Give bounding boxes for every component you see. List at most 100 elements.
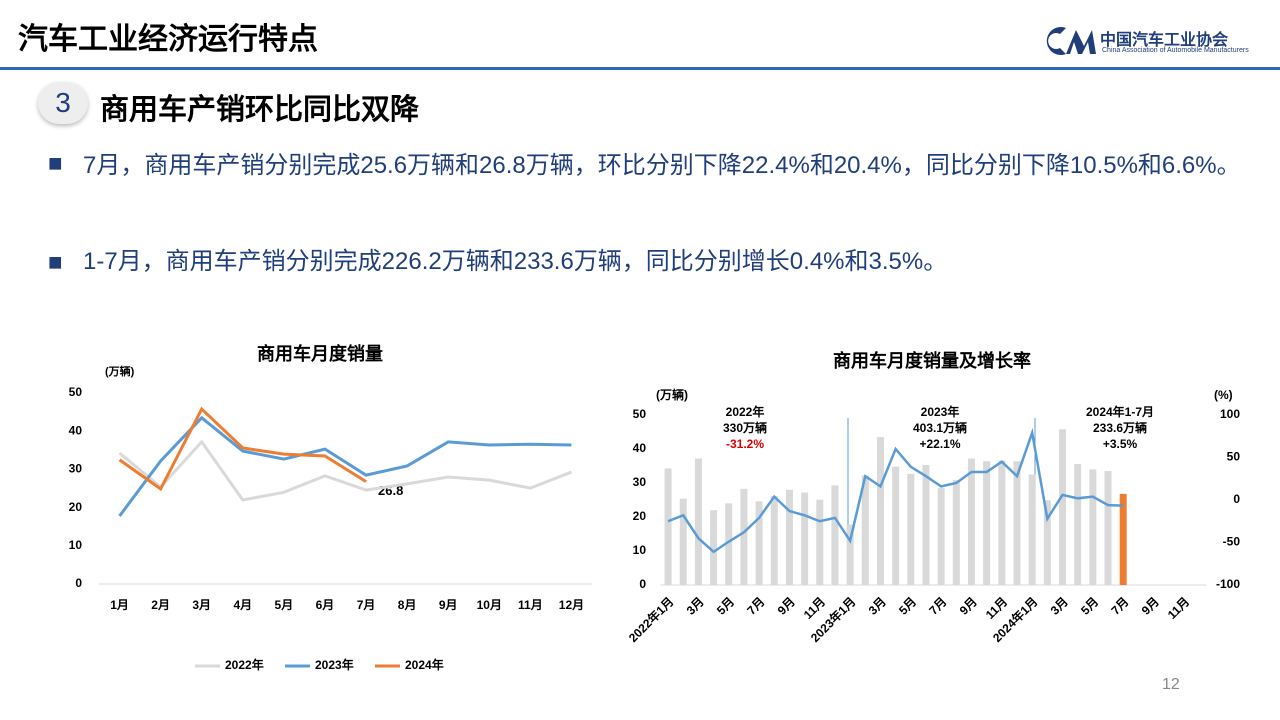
x-tick-label: 10月 xyxy=(477,598,502,612)
chart-title: 商用车月度销量 xyxy=(257,343,383,364)
legend-label: 2023年 xyxy=(315,657,354,672)
y-tick-label: 0 xyxy=(75,576,82,590)
y-tick-label: 10 xyxy=(69,538,83,552)
x-tick-label: 3月 xyxy=(192,598,211,612)
annotation: 403.1万辆 xyxy=(913,420,967,435)
annotation: 330万辆 xyxy=(723,420,767,435)
y-tick-label: 40 xyxy=(69,423,83,437)
section-title: 商用车产销环比同比双降 xyxy=(100,94,420,126)
axis-label: (%) xyxy=(1214,388,1233,402)
x-tick-label: 5月 xyxy=(896,594,919,617)
x-tick-label: 9月 xyxy=(775,594,798,617)
y-tick-label: 0 xyxy=(639,577,646,591)
x-tick-label: 11月 xyxy=(1165,594,1192,621)
x-tick-label: 9月 xyxy=(957,594,980,617)
line xyxy=(118,406,367,492)
bullet-icon: ■ xyxy=(48,150,63,177)
slide-title: 汽车工业经济运行特点 xyxy=(18,23,318,56)
x-tick-label: 3月 xyxy=(684,594,707,617)
line xyxy=(118,439,573,502)
y2-tick-label: -100 xyxy=(1216,577,1240,591)
bar xyxy=(679,498,687,585)
y2-tick-label: -50 xyxy=(1223,535,1241,549)
y2-tick-label: 50 xyxy=(1227,450,1241,464)
bar xyxy=(1104,471,1112,585)
x-tick-label: 7月 xyxy=(357,598,376,612)
x-tick-label: 2月 xyxy=(151,598,170,612)
axis-label: (万辆) xyxy=(105,364,135,378)
y-tick-label: 10 xyxy=(633,543,647,557)
bar xyxy=(846,524,854,585)
bar xyxy=(755,501,763,585)
annotation: +3.5% xyxy=(1103,437,1138,451)
y-tick-label: 50 xyxy=(69,385,83,399)
bar xyxy=(1074,463,1082,585)
org-name-en: China Association of Automobile Manufact… xyxy=(1102,47,1249,54)
y-tick-label: 20 xyxy=(633,509,647,523)
x-tick-label: 3月 xyxy=(866,594,889,617)
bullet-text: 1-7月，商用车产销分别完成226.2万辆和233.6万辆，同比分别增长0.4%… xyxy=(83,248,948,275)
page-number: 12 xyxy=(1162,676,1180,693)
x-tick-label: 3月 xyxy=(1048,594,1071,617)
bar xyxy=(998,460,1006,585)
bar xyxy=(983,461,991,585)
bar xyxy=(892,466,900,585)
bar xyxy=(907,473,915,585)
y-tick-label: 40 xyxy=(633,441,647,455)
bar xyxy=(801,492,809,585)
x-tick-label: 9月 xyxy=(1139,594,1162,617)
bar xyxy=(816,499,824,585)
chart-title: 商用车月度销量及增长率 xyxy=(833,350,1031,371)
y-tick-label: 50 xyxy=(633,407,647,421)
bar xyxy=(922,464,930,585)
axis-label: (万辆) xyxy=(656,387,688,402)
x-tick-label: 7月 xyxy=(1108,594,1131,617)
x-tick-label: 1月 xyxy=(110,598,129,612)
bullet-text: 7月，商用车产销分别完成25.6万辆和26.8万辆，环比分别下降22.4%和20… xyxy=(83,152,1241,179)
x-tick-label: 5月 xyxy=(275,598,294,612)
bar xyxy=(740,488,748,585)
bar xyxy=(664,468,672,585)
x-tick-label: 6月 xyxy=(316,598,335,612)
bar xyxy=(831,485,839,585)
x-tick-label: 12月 xyxy=(559,598,584,612)
bar xyxy=(937,488,945,585)
bar xyxy=(725,503,733,585)
bar xyxy=(770,495,778,585)
bar xyxy=(1089,469,1097,585)
bar xyxy=(861,475,869,585)
bar xyxy=(710,510,718,585)
logo xyxy=(1046,27,1096,55)
x-tick-label: 9月 xyxy=(439,598,458,612)
annotation: 2024年1-7月 xyxy=(1086,404,1154,419)
line xyxy=(118,415,572,517)
y2-tick-label: 100 xyxy=(1220,407,1240,421)
bar xyxy=(785,489,793,585)
x-tick-label: 8月 xyxy=(398,598,417,612)
y-tick-label: 20 xyxy=(69,500,83,514)
x-tick-label: 4月 xyxy=(233,598,252,612)
x-tick-label: 11月 xyxy=(518,598,543,612)
line xyxy=(667,427,1124,554)
annotation: 233.6万辆 xyxy=(1093,420,1147,435)
annotation: -31.2% xyxy=(726,437,764,451)
section-number: 3 xyxy=(38,82,88,124)
bar xyxy=(1059,429,1067,585)
y-tick-label: 30 xyxy=(633,475,647,489)
x-tick-label: 5月 xyxy=(714,594,737,617)
annotation: 2023年 xyxy=(921,404,960,419)
y2-tick-label: 0 xyxy=(1233,492,1240,506)
annotation: +22.1% xyxy=(919,437,960,451)
legend-label: 2022年 xyxy=(225,657,264,672)
y-tick-label: 30 xyxy=(69,462,83,476)
header-rule xyxy=(0,67,1280,70)
bar xyxy=(1013,461,1021,585)
bar xyxy=(876,437,884,585)
legend-label: 2024年 xyxy=(405,657,444,672)
annotation: 2022年 xyxy=(726,404,765,419)
bullet-icon: ■ xyxy=(48,249,63,276)
x-tick-label: 7月 xyxy=(744,594,767,617)
bar xyxy=(1043,500,1051,585)
